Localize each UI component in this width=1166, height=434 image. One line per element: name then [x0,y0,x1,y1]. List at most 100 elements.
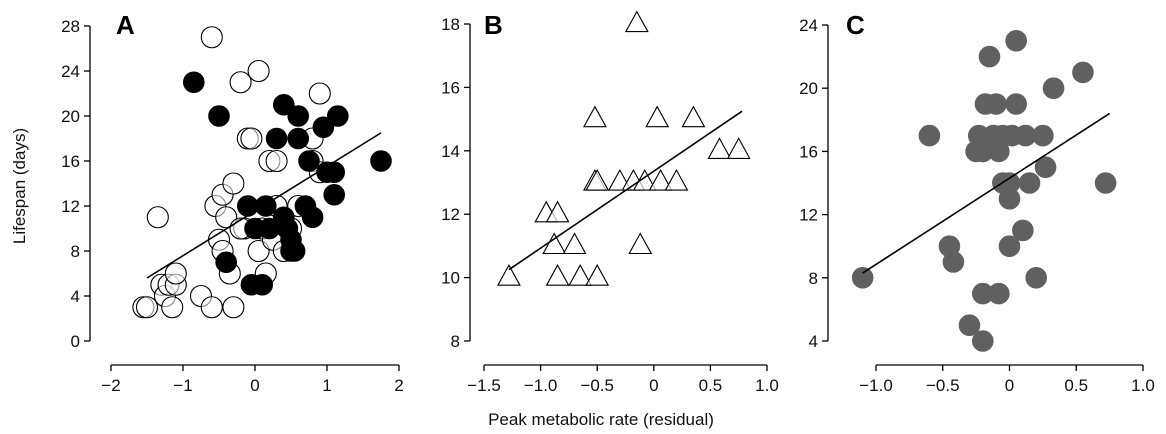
data-point [545,264,570,286]
x-tick-label: −1.0 [859,376,893,395]
data-point [287,127,310,150]
data-point [628,232,653,255]
data-point [1025,266,1047,289]
data-point [222,296,245,319]
data-point [1005,29,1027,52]
y-tick-label: 18 [441,15,460,34]
panel-letter: B [484,10,503,40]
data-point [326,105,349,127]
x-tick-label: 0.5 [699,376,723,395]
data-point [971,330,994,352]
y-tick-label: 10 [441,269,460,288]
data-point [707,137,732,159]
data-point [583,105,607,128]
data-point [624,10,649,33]
data-point [164,262,187,285]
trend-line [146,132,382,279]
data-point [135,296,159,319]
data-point [562,232,587,255]
y-tick-label: 12 [61,197,80,216]
data-point [978,45,1001,68]
data-point [161,296,184,319]
data-point [247,59,270,83]
y-tick-label: 20 [61,107,80,126]
x-tick-label: 1.0 [755,376,779,395]
data-point [971,140,994,163]
x-tick-label: 0 [250,376,259,395]
data-point [545,200,570,223]
y-tick-label: 16 [799,142,818,161]
x-axis-title: Peak metabolic rate (residual) [488,410,714,429]
data-point [726,137,751,159]
trend-line [862,112,1111,274]
data-point [265,149,288,173]
x-tick-label: 0.5 [1064,376,1088,395]
data-point [229,71,252,94]
x-tick-label: −1 [173,376,192,395]
x-tick-label: −2 [101,376,120,395]
x-tick-label: −0.5 [926,376,960,395]
data-point [1042,77,1065,99]
data-point [632,168,657,191]
panel-b: 8 10 12 14 16 18 −1.5 −1.0 −0.5 0 0.5 1.0 B [441,10,779,395]
data-point [648,168,673,191]
y-tick-label: 8 [809,269,818,288]
data-point [323,183,346,206]
x-tick-label: 2 [394,376,403,395]
data-point [283,240,306,262]
data-point [251,273,274,296]
panel-letter: C [846,10,865,40]
y-tick-label: 4 [71,287,80,306]
data-point [312,116,335,139]
data-point [1072,61,1094,84]
data-point [308,82,331,105]
data-point [985,93,1007,115]
data-point [287,105,310,127]
data-point [1018,172,1041,194]
data-point [215,251,237,274]
data-point [208,105,230,127]
data-point [585,168,610,191]
data-point [265,127,288,150]
y-tick-label: 8 [451,332,460,351]
data-point [988,282,1010,305]
data-point [1005,93,1027,115]
y-tick-label: 4 [809,332,818,351]
y-tick-label: 8 [71,242,80,261]
y-tick-label: 0 [71,332,80,351]
x-tick-label: −0.5 [580,376,614,395]
data-point [323,161,346,184]
data-point [918,124,941,147]
data-point [681,105,706,128]
data-point [222,172,245,195]
data-point [200,296,223,319]
data-point [254,195,277,217]
data-point [272,93,295,116]
y-tick-label: 24 [61,62,80,81]
data-point [183,71,205,94]
x-tick-label: 1.0 [1131,376,1155,395]
y-tick-label: 14 [441,142,460,161]
data-point [1034,156,1057,178]
data-point [998,235,1021,257]
data-point [645,105,670,128]
x-tick-label: 0 [1005,376,1014,395]
y-tick-label: 28 [61,17,80,36]
data-point [200,26,223,49]
data-point [664,168,689,191]
data-point [958,314,981,337]
y-tick-label: 20 [799,79,818,98]
data-point [146,206,169,229]
data-point [998,188,1021,210]
data-point [585,264,610,286]
data-point [496,264,521,286]
data-point [370,150,392,172]
x-tick-label: −1.5 [467,376,501,395]
trend-line [508,110,743,271]
data-point [1012,219,1034,242]
y-tick-label: 16 [441,78,460,97]
y-axis-title: Lifespan (days) [10,128,29,244]
data-point [240,127,263,150]
